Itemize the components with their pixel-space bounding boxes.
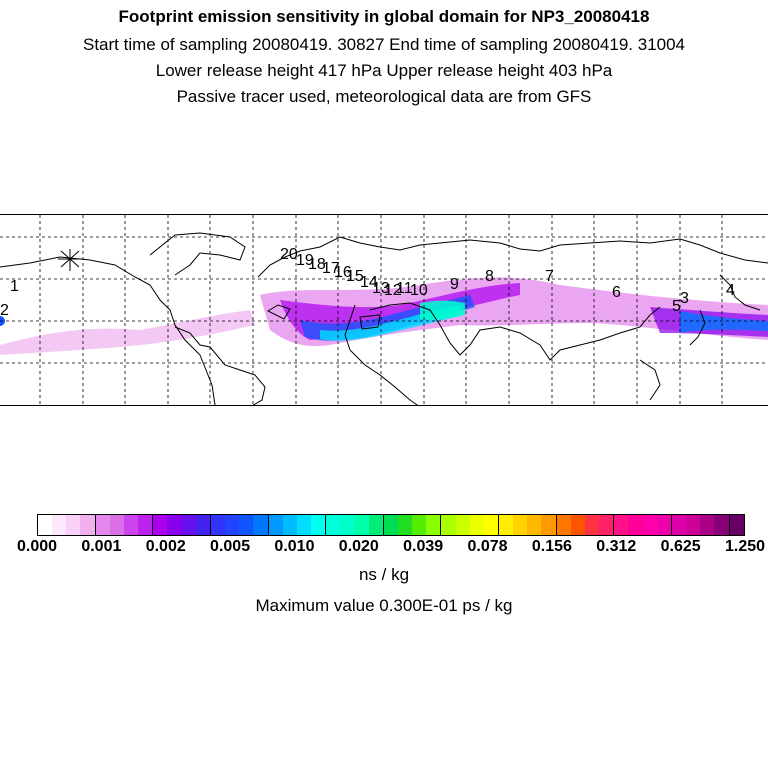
- trajectory-label: 4: [726, 282, 735, 299]
- colorbar-segment: [671, 515, 687, 535]
- colorbar-segment: [282, 515, 297, 535]
- colorbar-segment: [52, 515, 67, 535]
- colorbar-unit: ns / kg: [358, 565, 410, 584]
- colorbar-segment: [614, 515, 629, 535]
- colorbar-segment: [656, 515, 672, 535]
- colorbar-segment: [195, 515, 211, 535]
- trajectory-label: 5: [672, 298, 681, 315]
- map-title: Footprint emission sensitivity in global…: [118, 7, 650, 26]
- release-star-icon: [58, 249, 82, 271]
- colorbar-segment: [310, 515, 327, 535]
- trajectory-label: 18: [308, 256, 326, 273]
- colorbar-tick-label: 0.312: [596, 538, 637, 555]
- colorbar-segment: [383, 515, 398, 535]
- colorbar-tick-label: 0.156: [531, 538, 572, 555]
- colorbar-segment: [397, 515, 413, 535]
- trajectory-label: 10: [410, 282, 428, 299]
- colorbar-segment: [66, 515, 81, 535]
- colorbar-tick-label: 0.002: [145, 538, 186, 555]
- trajectory-label: 3: [680, 290, 689, 307]
- colorbar-segment: [412, 515, 427, 535]
- colorbar-tick-label: 0.001: [81, 538, 122, 555]
- colorbar-segment: [570, 515, 585, 535]
- colorbar-segment: [686, 515, 701, 535]
- tracer-info-line: Passive tracer used, meteorological data…: [176, 87, 592, 106]
- colorbar-tick-label: 0.000: [16, 538, 58, 555]
- trajectory-label: 11: [396, 280, 413, 297]
- colorbar-segment: [109, 515, 124, 535]
- colorbar-segment: [599, 515, 615, 535]
- colorbar-segment: [368, 515, 384, 535]
- colorbar-segment: [541, 515, 557, 535]
- lat-lon-grid: [0, 215, 768, 405]
- colorbar-tick-label: 0.078: [467, 538, 508, 555]
- colorbar-segment: [153, 515, 168, 535]
- trajectory-label: 2: [0, 302, 9, 319]
- colorbar-segment: [296, 515, 311, 535]
- coastlines: [0, 232, 768, 405]
- colorbar-segment: [469, 515, 484, 535]
- colorbar-segment: [700, 515, 715, 535]
- trajectory-label: 17: [322, 260, 340, 277]
- release-height-line: Lower release height 417 hPa Upper relea…: [155, 61, 613, 80]
- colorbar: [37, 514, 745, 536]
- colorbar-segment: [354, 515, 369, 535]
- colorbar-segment: [181, 515, 196, 535]
- colorbar-tick-label: 0.625: [660, 538, 701, 555]
- footprint-map: 1 2 20 19 18 17 16 15 14 13 12 11 10 9 8 7 6 5 4 3: [0, 214, 768, 406]
- colorbar-segment: [527, 515, 542, 535]
- trajectory-label: 16: [334, 264, 352, 281]
- colorbar-segment: [441, 515, 456, 535]
- colorbar-segment: [340, 515, 355, 535]
- colorbar-segment: [268, 515, 283, 535]
- colorbar-tick-label: 1.250: [724, 538, 766, 555]
- colorbar-segment: [38, 515, 53, 535]
- colorbar-segment: [210, 515, 226, 535]
- colorbar-segment: [123, 515, 139, 535]
- colorbar-segment: [253, 515, 269, 535]
- colorbar-segment: [499, 515, 514, 535]
- colorbar-segment: [642, 515, 657, 535]
- colorbar-segment: [455, 515, 470, 535]
- colorbar-tick-label: 0.020: [338, 538, 379, 555]
- colorbar-segment: [225, 515, 240, 535]
- trajectory-label: 13: [372, 280, 390, 297]
- colorbar-segment: [95, 515, 110, 535]
- maximum-value-label: Maximum value 0.300E-01 ps / kg: [255, 596, 513, 615]
- colorbar-segment: [584, 515, 600, 535]
- trajectory-label: 8: [485, 268, 494, 285]
- trajectory-label: 9: [450, 276, 459, 293]
- colorbar-segment: [138, 515, 154, 535]
- colorbar-tick-label: 0.010: [274, 538, 315, 555]
- trajectory-label: 1: [10, 278, 19, 295]
- colorbar-segment: [714, 515, 730, 535]
- colorbar-segment: [513, 515, 528, 535]
- colorbar-tick-label: 0.005: [210, 538, 251, 555]
- colorbar-segment: [80, 515, 96, 535]
- trajectory-label: 14: [360, 274, 378, 291]
- colorbar-segment: [729, 515, 744, 535]
- colorbar-segment: [239, 515, 254, 535]
- trajectory-label: 19: [296, 252, 314, 269]
- trajectory-label: 20: [280, 246, 298, 263]
- emission-plume: [0, 277, 768, 355]
- colorbar-segment: [556, 515, 571, 535]
- colorbar-tick-label: 0.039: [403, 538, 444, 555]
- trajectory-label: 7: [545, 268, 554, 285]
- sampling-time-line: Start time of sampling 20080419. 30827 E…: [82, 35, 686, 54]
- trajectory-label: 15: [346, 268, 364, 285]
- colorbar-segment: [483, 515, 499, 535]
- colorbar-segment: [628, 515, 643, 535]
- trajectory-label: 6: [612, 284, 621, 301]
- colorbar-segment: [426, 515, 442, 535]
- colorbar-segment: [167, 515, 182, 535]
- trajectory-label: 12: [384, 282, 402, 299]
- colorbar-segment: [326, 515, 341, 535]
